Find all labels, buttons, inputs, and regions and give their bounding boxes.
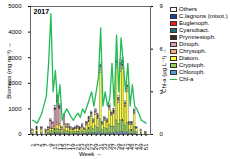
svg-text:0: 0: [160, 131, 164, 137]
svg-text:5: 5: [38, 143, 45, 147]
html-text:Chloroph.: Chloroph.: [179, 69, 205, 75]
svg-text:29: 29: [93, 143, 100, 151]
svg-text:39: 39: [115, 143, 122, 151]
svg-text:4000: 4000: [8, 29, 22, 35]
svg-text:1: 1: [29, 143, 36, 147]
html-text:Diatom.: Diatom.: [179, 55, 200, 61]
svg-text:17: 17: [65, 143, 72, 151]
html-text:Chrysoph.: Chrysoph.: [179, 48, 207, 54]
html-text:Cyanobact.: Cyanobact.: [179, 27, 210, 33]
svg-text:35: 35: [106, 143, 113, 151]
html-text:Others: Others: [179, 6, 197, 12]
svg-text:9: 9: [47, 143, 54, 147]
svg-text:31: 31: [97, 143, 104, 151]
svg-text:3000: 3000: [8, 54, 22, 61]
svg-text:37: 37: [111, 143, 118, 151]
svg-text:49: 49: [138, 143, 145, 151]
svg-text:7: 7: [43, 143, 50, 147]
svg-text:43: 43: [124, 143, 131, 151]
svg-text:25: 25: [84, 143, 90, 151]
html-text:C.lagnons (mixot.): C.lagnons (mixot.): [179, 13, 228, 19]
html-text:Euglenoph.: Euglenoph.: [179, 20, 210, 26]
svg-text:23: 23: [79, 143, 86, 151]
svg-text:51: 51: [143, 143, 149, 150]
svg-text:47: 47: [133, 143, 140, 151]
svg-text:9: 9: [160, 3, 164, 9]
svg-text:0: 0: [18, 131, 22, 137]
html-text:Prymnesioph.: Prymnesioph.: [179, 34, 216, 40]
svg-text:2017: 2017: [34, 8, 50, 15]
svg-text:41: 41: [120, 143, 127, 151]
svg-text:3: 3: [34, 143, 41, 147]
svg-text:2000: 2000: [8, 80, 22, 87]
svg-text:45: 45: [129, 143, 136, 151]
svg-text:13: 13: [56, 143, 63, 151]
svg-text:27: 27: [88, 143, 95, 151]
svg-text:21: 21: [75, 143, 81, 151]
html-text:Dinoph.: Dinoph.: [179, 41, 200, 47]
svg-text:11: 11: [52, 143, 59, 150]
svg-text:19: 19: [70, 143, 77, 151]
svg-text:1000: 1000: [8, 106, 22, 112]
svg-text:5000: 5000: [8, 3, 22, 9]
svg-text:Week →: Week →: [79, 151, 102, 157]
svg-text:33: 33: [102, 143, 109, 151]
svg-text:15: 15: [61, 143, 68, 151]
html-text:Cryptoph.: Cryptoph.: [179, 62, 205, 68]
svg-text:Biomass (mg m⁻³) →: Biomass (mg m⁻³) →: [6, 42, 12, 99]
html-text:Chl-a: Chl-a: [179, 76, 194, 82]
svg-text:Chl-a (µg L⁻¹) →: Chl-a (µg L⁻¹) →: [161, 48, 167, 93]
